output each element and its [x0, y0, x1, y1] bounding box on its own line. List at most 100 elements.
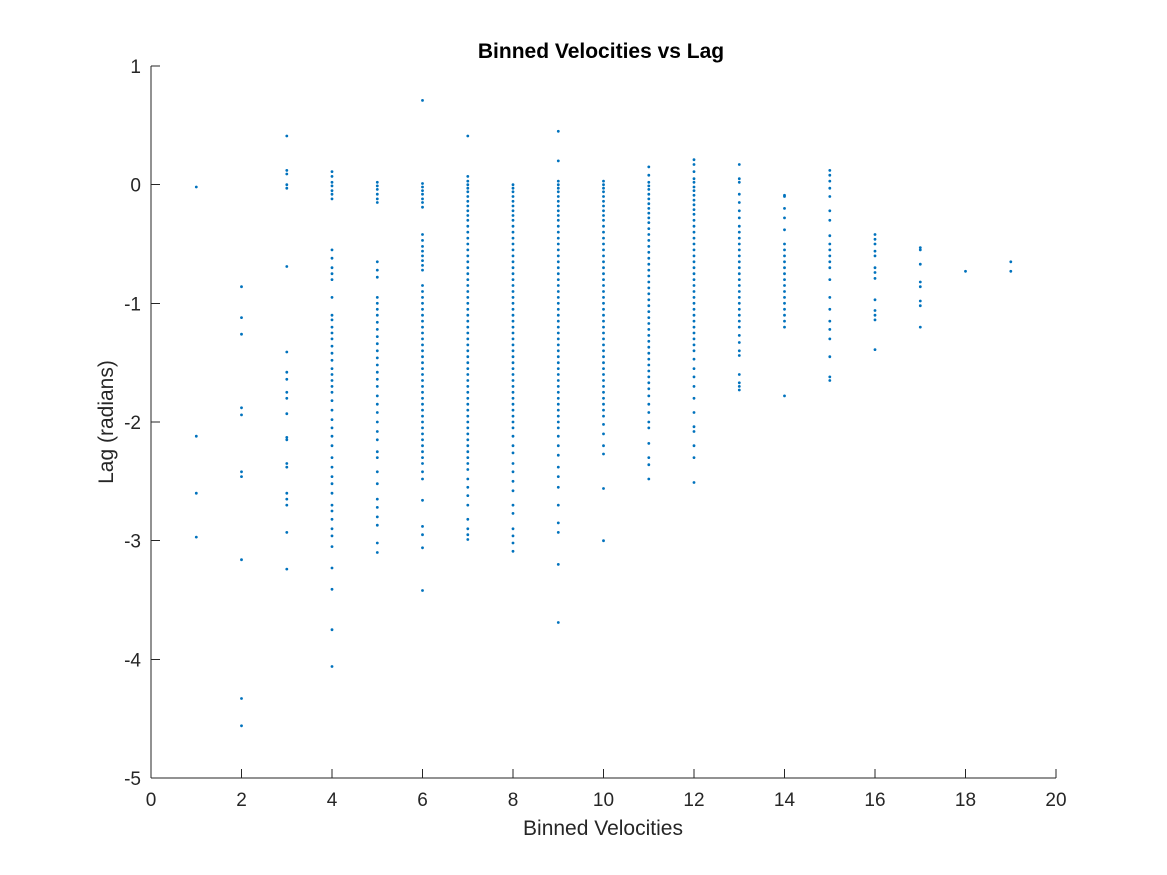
data-point [602, 337, 605, 341]
data-point [511, 489, 515, 493]
data-point [375, 551, 379, 554]
data-point [647, 207, 651, 210]
data-point [783, 325, 786, 329]
data-point [602, 214, 605, 217]
data-point [737, 230, 741, 234]
data-point [737, 248, 741, 252]
data-point [466, 278, 470, 281]
data-point [511, 284, 515, 287]
data-point [556, 531, 560, 534]
data-point [330, 358, 334, 362]
data-point [783, 284, 786, 287]
data-point [556, 278, 560, 281]
x-tick-label: 12 [683, 790, 704, 811]
x-tick-label: 20 [1045, 790, 1066, 811]
data-point [692, 212, 696, 216]
data-point [692, 284, 696, 287]
data-point [194, 491, 198, 495]
data-point [692, 367, 696, 370]
data-point [375, 394, 379, 398]
data-point [330, 503, 334, 507]
data-point [511, 451, 515, 455]
data-point [285, 183, 289, 187]
data-point [783, 260, 786, 264]
data-point [421, 337, 424, 341]
data-point [511, 349, 515, 353]
data-point [421, 420, 424, 424]
data-point [692, 248, 696, 252]
data-point [421, 182, 424, 185]
data-point [330, 313, 334, 317]
data-point [692, 481, 696, 484]
data-point [330, 337, 334, 341]
data-point [421, 525, 424, 528]
data-point [602, 301, 605, 305]
data-point [556, 179, 560, 183]
data-point [602, 260, 605, 264]
data-point [466, 199, 470, 203]
data-point [466, 296, 470, 299]
data-point [240, 697, 243, 700]
data-point [466, 242, 470, 246]
x-tick-label: 10 [593, 790, 614, 811]
data-point [511, 236, 515, 240]
data-point [285, 377, 289, 381]
data-point [556, 301, 560, 305]
data-point [330, 248, 334, 252]
data-point [602, 390, 605, 394]
data-point [285, 370, 289, 374]
data-point [511, 248, 515, 252]
data-point [375, 506, 379, 509]
data-point [737, 313, 741, 317]
data-point [873, 277, 877, 280]
data-point [466, 414, 470, 418]
data-point [647, 304, 651, 308]
data-point [602, 373, 605, 376]
data-point [240, 558, 243, 562]
data-point [466, 179, 470, 183]
data-point [556, 331, 560, 335]
data-point [828, 260, 832, 264]
data-point [647, 245, 651, 248]
data-point [737, 192, 741, 196]
data-point [602, 539, 605, 543]
data-point [466, 183, 470, 187]
data-point [602, 444, 605, 448]
data-point [828, 266, 832, 270]
data-point [466, 175, 470, 178]
y-tick-label: 0 [130, 176, 141, 197]
data-point [421, 201, 424, 204]
data-point [556, 209, 560, 213]
data-point [737, 284, 741, 287]
data-point [647, 363, 651, 367]
data-point [783, 296, 786, 299]
data-point [828, 248, 832, 252]
x-tick-label: 18 [955, 790, 976, 811]
data-point [918, 299, 922, 303]
data-point [375, 438, 379, 442]
data-point [737, 254, 741, 258]
data-point [692, 189, 696, 193]
data-point [421, 249, 424, 253]
data-point [466, 426, 470, 430]
data-point [647, 202, 651, 206]
data-point [556, 402, 560, 406]
data-point [556, 390, 560, 394]
data-point [375, 184, 379, 188]
data-point [285, 265, 289, 268]
data-point [918, 304, 922, 308]
data-point [918, 285, 922, 289]
y-tick-label: -2 [124, 413, 141, 434]
data-point [421, 456, 424, 459]
data-point [375, 313, 379, 317]
data-point [556, 420, 560, 424]
data-point [330, 434, 334, 438]
data-point [556, 453, 560, 457]
data-point [737, 296, 741, 299]
data-point [602, 367, 605, 370]
data-point [240, 332, 243, 336]
data-point [330, 170, 334, 174]
data-point [647, 322, 651, 325]
data-point [466, 390, 470, 394]
data-point [375, 192, 379, 196]
